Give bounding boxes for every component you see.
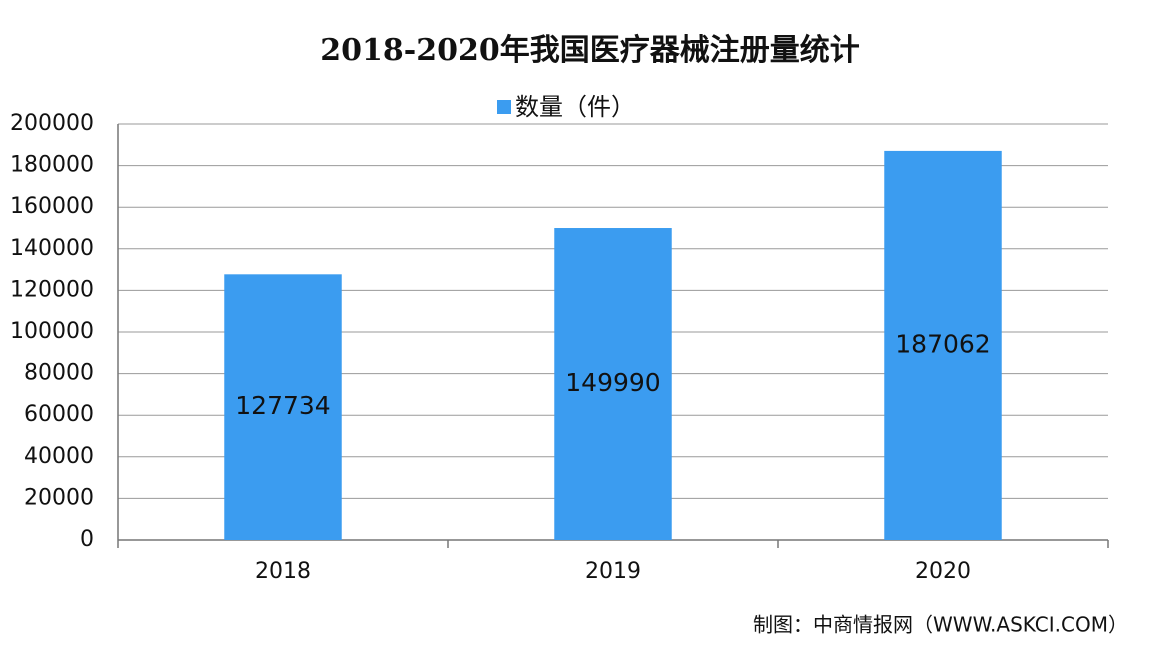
data-label: 127734 bbox=[235, 391, 330, 420]
y-tick-label: 140000 bbox=[10, 236, 94, 261]
bar bbox=[224, 274, 342, 540]
y-tick-label: 20000 bbox=[24, 485, 94, 510]
source-note: 制图：中商情报网（WWW.ASKCI.COM） bbox=[753, 613, 1128, 637]
y-tick-label: 180000 bbox=[10, 153, 94, 178]
data-label: 149990 bbox=[565, 368, 660, 397]
y-tick-label: 200000 bbox=[10, 111, 94, 136]
x-tick-label: 2018 bbox=[255, 559, 311, 584]
x-tick-label: 2020 bbox=[915, 559, 971, 584]
y-tick-label: 40000 bbox=[24, 444, 94, 469]
bar bbox=[554, 228, 672, 540]
bar bbox=[884, 150, 1002, 540]
data-label: 187062 bbox=[895, 329, 990, 358]
y-tick-label: 60000 bbox=[24, 402, 94, 427]
chart-title: 2018-2020年我国医疗器械注册量统计 bbox=[320, 33, 859, 68]
x-tick-label: 2019 bbox=[585, 559, 641, 584]
y-tick-label: 0 bbox=[80, 527, 94, 552]
legend-swatch bbox=[497, 100, 511, 114]
y-tick-label: 100000 bbox=[10, 319, 94, 344]
y-tick-label: 80000 bbox=[24, 361, 94, 386]
legend-label: 数量（件） bbox=[515, 93, 635, 121]
y-tick-label: 120000 bbox=[10, 277, 94, 302]
y-tick-label: 160000 bbox=[10, 194, 94, 219]
